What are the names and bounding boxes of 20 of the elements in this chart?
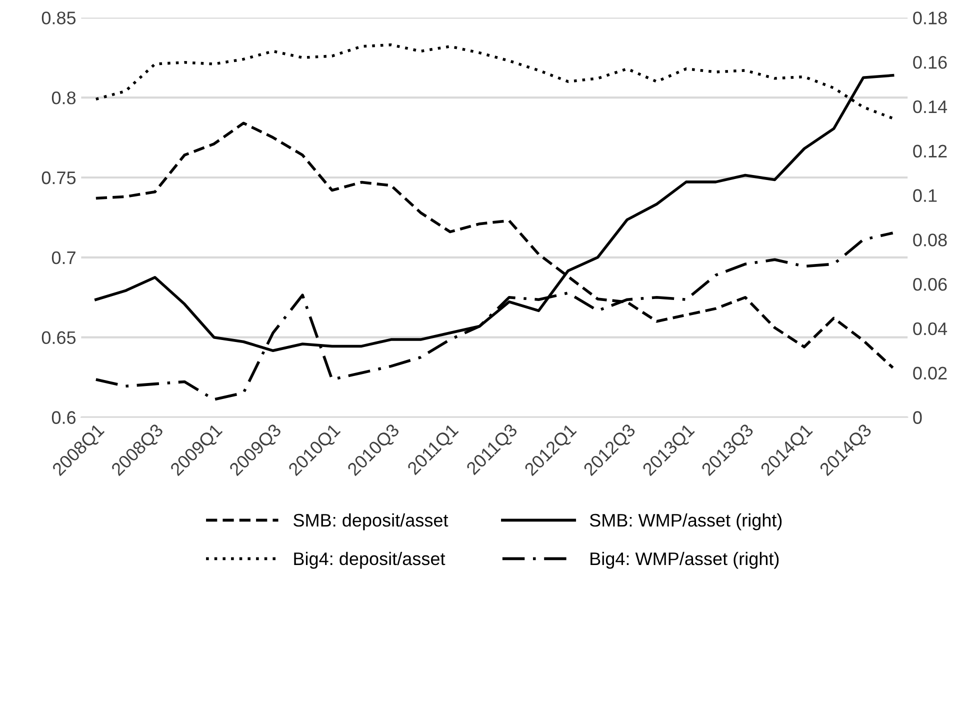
legend-label: SMB: deposit/asset: [294, 513, 448, 530]
y-tick-label: 0.85: [42, 12, 76, 24]
y2-tick-label: 0.18: [913, 12, 947, 24]
y2-tick-label: 0.04: [913, 322, 948, 336]
y-tick-label: 0.7: [52, 251, 76, 264]
y2-tick-label: 0.02: [913, 366, 947, 380]
legend-label: Big4: deposit/asset: [294, 552, 446, 569]
legend-label: SMB: WMP/asset (right): [590, 513, 782, 530]
y-tick-label: 0.6: [52, 411, 76, 424]
y-tick-label: 0.75: [42, 171, 76, 184]
y2-tick-label: 0.16: [913, 56, 947, 69]
y2-tick-label: 0.12: [913, 144, 947, 158]
y-tick-label: 0.8: [52, 92, 76, 104]
y2-tick-label: 0.1: [913, 189, 937, 202]
y2-tick-label: 0.14: [913, 100, 948, 114]
y2-tick-label: 0.08: [913, 234, 947, 246]
y2-tick-label: 0: [913, 411, 922, 424]
legend-label: Big4: WMP/asset (right): [590, 552, 779, 569]
y2-tick-label: 0.06: [913, 278, 947, 291]
y-tick-label: 0.65: [42, 331, 76, 344]
